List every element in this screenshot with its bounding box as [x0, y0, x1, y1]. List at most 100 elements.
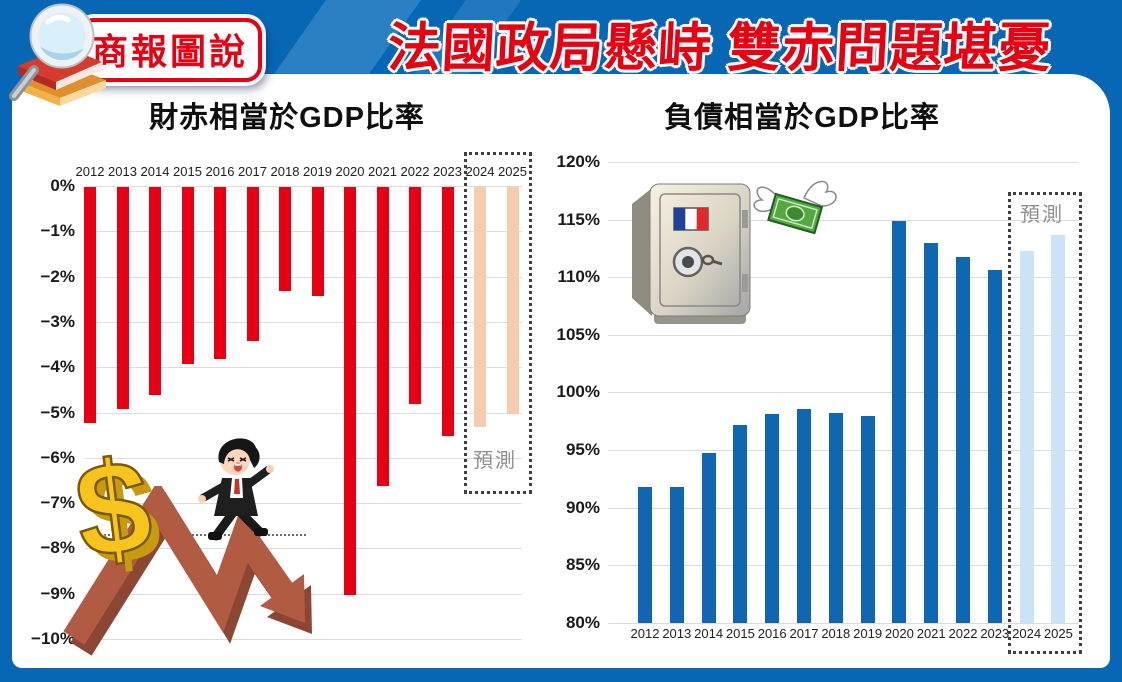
y-tick-label: 0%: [50, 176, 75, 195]
year-label: 2019: [303, 164, 332, 179]
bar-2012: [84, 187, 96, 423]
svg-text:$: $: [77, 446, 160, 584]
bar-2012: [638, 487, 652, 623]
gridline: [85, 367, 522, 369]
forecast-label: 預測: [1020, 204, 1064, 226]
bar-2016: [214, 187, 226, 360]
debt-chart-title: 負債相當於GDP比率: [664, 102, 940, 134]
year-label: 2023: [980, 626, 1010, 641]
y-tick-label: −10%: [31, 629, 75, 648]
bar-2015: [733, 424, 748, 623]
businessman-icon: [198, 438, 274, 541]
bar-2013: [669, 487, 684, 623]
forecast-label: 預測: [473, 450, 517, 472]
y-tick-label: −2%: [40, 266, 76, 286]
bar-2018: [279, 187, 291, 292]
bar-2017: [246, 187, 259, 342]
year-label: 2020: [884, 626, 914, 641]
y-tick-label: −3%: [40, 311, 76, 331]
year-label: 2013: [662, 626, 692, 641]
y-tick-label: 95%: [565, 440, 600, 459]
down-arrow-icon: [63, 486, 312, 656]
year-label: 2023: [433, 164, 462, 179]
year-label: 2021: [916, 626, 946, 641]
year-label: 2018: [270, 164, 300, 179]
svg-text:$: $: [68, 446, 159, 584]
year-label: 2025: [498, 164, 527, 179]
y-tick-label: −1%: [40, 221, 76, 241]
gridline: [85, 231, 522, 233]
y-tick-label: −5%: [40, 402, 76, 422]
y-tick-label: −9%: [40, 583, 76, 603]
bar-2013: [116, 187, 129, 409]
gridline: [608, 565, 1078, 567]
bar-2017: [797, 408, 811, 623]
gridline: [85, 639, 522, 640]
year-label: 2013: [108, 164, 137, 179]
gridline: [608, 622, 1078, 624]
year-label: 2024: [465, 164, 495, 179]
forecast-box: [464, 152, 532, 494]
gridline: [85, 412, 522, 414]
gridline: [608, 392, 1078, 394]
gridline: [85, 186, 522, 187]
year-label: 2019: [853, 626, 883, 641]
year-label: 2022: [400, 164, 430, 179]
y-tick-label: 100%: [556, 382, 600, 402]
y-tick-label: 80%: [565, 612, 600, 632]
gridline: [85, 503, 522, 505]
year-label: 2024: [1012, 626, 1042, 641]
year-label: 2017: [238, 164, 267, 179]
bar-2016: [765, 414, 780, 623]
gridline: [85, 548, 522, 550]
gridline: [608, 162, 1078, 163]
deficit-layer: 0% −1% −2% −3% −4% −5% −6% −7% −8% −9% −10% 預測 2012 2…: [12, 74, 1110, 668]
bar-2014: [149, 187, 161, 396]
y-tick-label: −8%: [40, 538, 76, 558]
year-label: 2021: [368, 164, 397, 179]
year-label: 2012: [630, 626, 660, 641]
year-label: 2015: [173, 164, 202, 179]
bar-2020: [892, 220, 907, 623]
y-tick-label: 85%: [565, 555, 600, 575]
bar-2022: [409, 187, 421, 405]
bar-2021: [924, 242, 939, 623]
bar-2015: [181, 187, 194, 364]
bar-2021: [376, 187, 389, 486]
dotted-reference-line: [84, 534, 306, 536]
bar-2022: [956, 256, 970, 623]
gridline: [608, 507, 1078, 509]
gridline: [608, 219, 1078, 221]
bar-2024: [474, 187, 486, 428]
y-tick-label: −7%: [40, 493, 76, 513]
gridline: [608, 277, 1078, 279]
y-tick-label: −4%: [40, 357, 76, 377]
magnifier-books-logo-icon: [9, 3, 106, 106]
bar-2023: [441, 187, 454, 437]
year-label: 2015: [725, 626, 755, 641]
y-tick-label: 120%: [556, 152, 600, 171]
year-label: 2020: [335, 164, 365, 179]
bar-2020: [344, 187, 356, 595]
page-title: 法國政局懸峙 雙赤問題堪憂: [386, 19, 1054, 78]
dollar-sign-icon: $ $: [68, 446, 160, 584]
year-label: 2025: [1043, 626, 1073, 641]
year-label: 2012: [75, 164, 105, 179]
year-label: 2014: [140, 164, 170, 179]
bar-2023: [987, 270, 1002, 623]
safe-icon: [632, 183, 751, 324]
y-tick-label: 115%: [557, 209, 600, 229]
bar-2025: [506, 187, 519, 414]
y-tick-label: 105%: [556, 324, 600, 344]
year-label: 2014: [694, 626, 724, 641]
year-label: 2016: [205, 164, 235, 179]
content: 財赤相當於GDP比率 0% −1% −2% −3% −4% −5% −6% −7% −8% −9%…: [12, 74, 1110, 668]
y-tick-label: 90%: [565, 497, 600, 517]
year-label: 2022: [948, 626, 978, 641]
gridline: [85, 321, 522, 323]
y-tick-label: −6%: [40, 447, 76, 467]
year-label: 2018: [821, 626, 851, 641]
gridline: [608, 334, 1078, 336]
year-label: 2016: [757, 626, 787, 641]
bar-2019: [860, 415, 875, 623]
